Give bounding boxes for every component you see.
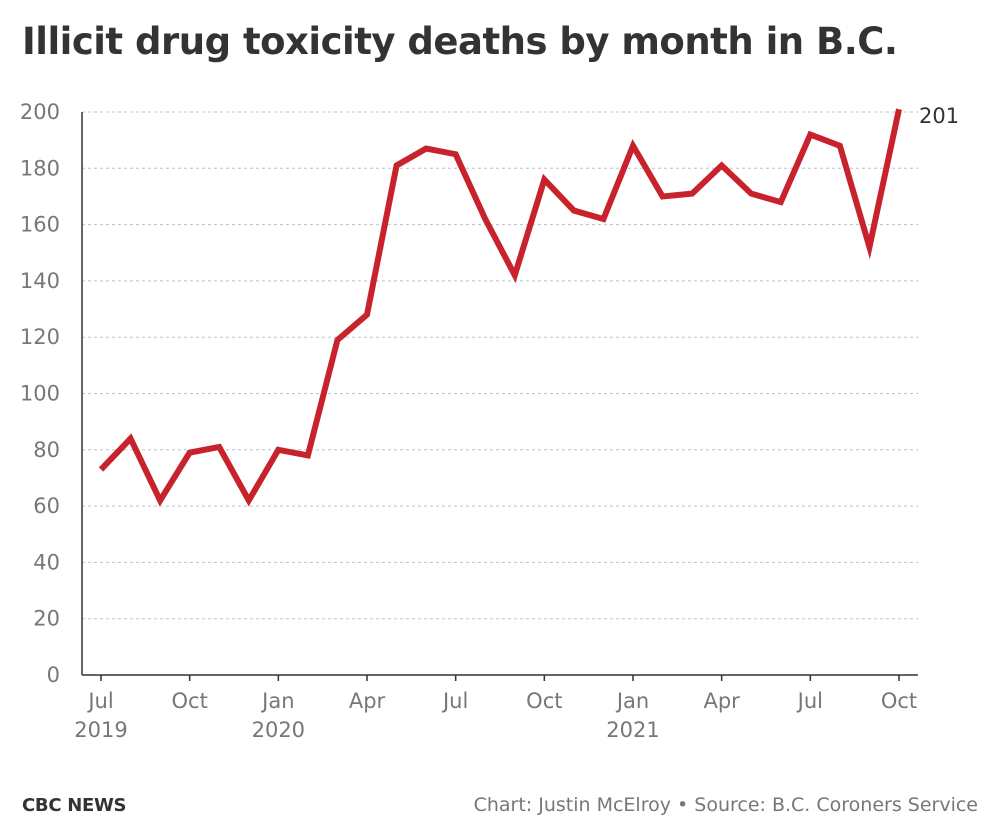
y-tick-label: 180 bbox=[20, 156, 60, 180]
series-deaths bbox=[98, 108, 902, 507]
x-tick-label: Jul bbox=[86, 689, 113, 713]
x-tick-label: Jan bbox=[615, 689, 649, 713]
x-tick-label: Apr bbox=[349, 689, 386, 713]
y-tick-label: 60 bbox=[33, 494, 60, 518]
y-tick-label: 200 bbox=[20, 100, 60, 124]
y-tick-label: 40 bbox=[33, 550, 60, 574]
series-line-deaths bbox=[98, 108, 902, 507]
x-tick-label: Oct bbox=[881, 689, 917, 713]
end-value-label: 201 bbox=[919, 104, 959, 128]
cbc-news-logo: CBC NEWS bbox=[22, 795, 127, 816]
x-tick-label: Oct bbox=[172, 689, 208, 713]
y-tick-label: 80 bbox=[33, 438, 60, 462]
y-tick-labels: 0 20 40 60 80 100 120 140 160 180 200 bbox=[20, 100, 60, 687]
source-credit: Chart: Justin McElroy • Source: B.C. Cor… bbox=[473, 794, 978, 816]
y-tick-label: 140 bbox=[20, 269, 60, 293]
y-tick-label: 20 bbox=[33, 607, 60, 631]
y-tick-label: 120 bbox=[20, 325, 60, 349]
x-tick-year-label: 2021 bbox=[606, 718, 659, 742]
y-tick-label: 100 bbox=[20, 382, 60, 406]
x-tick-labels: Jul 2019 Oct Jan 2020 Apr Jul Oct Jan 2021 Apr Jul O… bbox=[74, 689, 917, 742]
x-tick-label: Jul bbox=[796, 689, 823, 713]
x-tick-label: Oct bbox=[526, 689, 562, 713]
y-tick-label: 160 bbox=[20, 213, 60, 237]
x-tick-label: Jul bbox=[441, 689, 468, 713]
chart-title: Illicit drug toxicity deaths by month in… bbox=[22, 20, 898, 63]
axes bbox=[81, 112, 918, 681]
x-tick-year-label: 2019 bbox=[74, 718, 127, 742]
x-tick-year-label: 2020 bbox=[252, 718, 305, 742]
data-labels: 201 bbox=[919, 104, 959, 128]
gridlines bbox=[82, 111, 918, 620]
y-tick-label: 0 bbox=[47, 663, 60, 687]
x-tick-label: Jan bbox=[260, 689, 294, 713]
x-tick-label: Apr bbox=[703, 689, 740, 713]
